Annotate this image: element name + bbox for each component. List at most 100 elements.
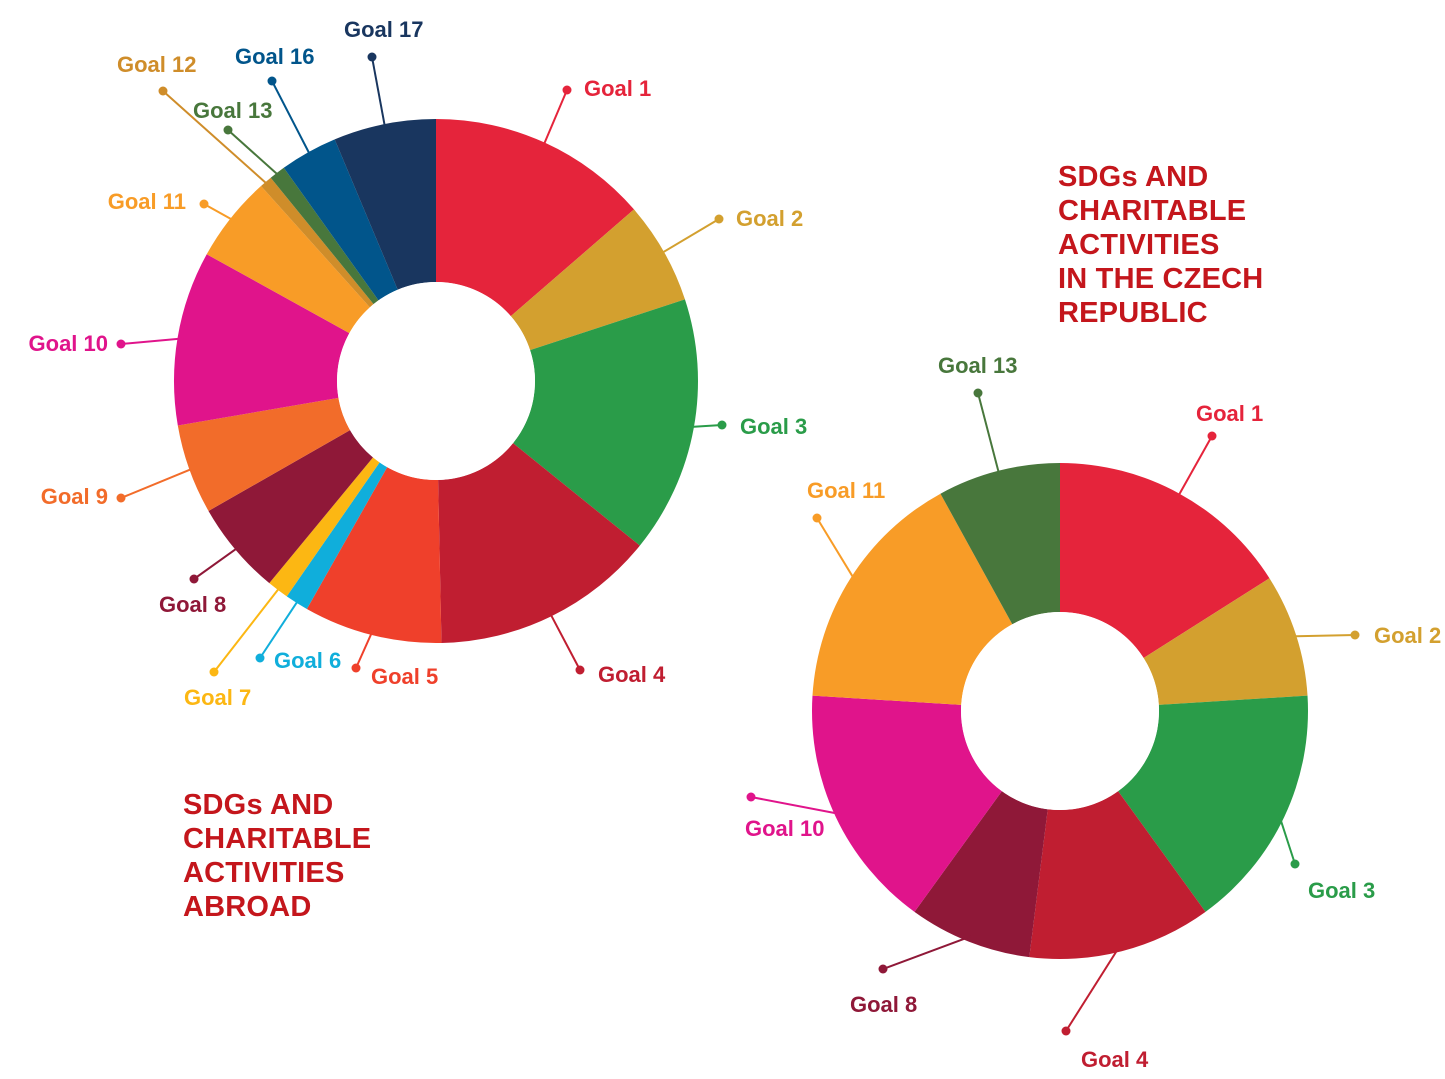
- slice-goal-12: [261, 177, 374, 308]
- leader-dot-goal-2: [1350, 630, 1360, 640]
- slice-label-goal-16: Goal 16: [235, 44, 314, 69]
- leader-line-goal-8: [882, 935, 972, 970]
- leader-line-goal-6: [259, 597, 301, 659]
- leader-line-goal-10: [750, 796, 842, 816]
- donut-chart-czech-republic: Goal 1 Goal 2 Goal 3 Goal 4 Goal 8 Goal 10 Goa…: [745, 353, 1441, 1072]
- title-line: ACTIVITIES: [183, 857, 345, 889]
- slice-goal-13: [940, 463, 1060, 625]
- slice-label-goal-4: Goal 4: [1081, 1047, 1149, 1072]
- chart-title-abroad: SDGs AND CHARITABLE ACTIVITIES ABROAD: [183, 788, 371, 924]
- slice-goal-6: [286, 462, 388, 609]
- leader-dot-goal-8: [878, 964, 888, 974]
- slice-goal-4: [1029, 791, 1206, 959]
- leader-dot-goal-16: [267, 76, 277, 86]
- donut-chart-abroad: Goal 1 Goal 2 Goal 3 Goal 4 Goal 5 Goal 6 Goal…: [29, 17, 808, 710]
- chart-title-czech-republic: SDGs AND CHARITABLE ACTIVITIES IN THE CZ…: [1058, 160, 1263, 330]
- slice-goal-9: [177, 397, 351, 511]
- leader-line-goal-2: [658, 218, 720, 256]
- slice-goal-3: [513, 299, 698, 546]
- leader-dot-goal-10: [116, 339, 126, 349]
- slice-goal-17: [334, 119, 436, 290]
- leader-line-goal-12: [162, 90, 271, 188]
- leader-line-goal-2: [1290, 634, 1356, 638]
- leader-dot-goal-11: [199, 199, 209, 209]
- slice-label-goal-7: Goal 7: [184, 685, 251, 710]
- slice-goal-4: [438, 443, 640, 643]
- slice-label-goal-2: Goal 2: [736, 206, 803, 231]
- slice-goal-1: [1060, 463, 1270, 658]
- leader-line-goal-11: [203, 203, 237, 223]
- leader-dot-goal-9: [116, 493, 126, 503]
- leader-line-goal-13: [977, 392, 1001, 477]
- title-line: SDGs AND: [1058, 161, 1209, 193]
- slice-goal-2: [1143, 578, 1308, 705]
- leader-line-goal-3: [1277, 813, 1296, 865]
- leader-dot-goal-6: [255, 653, 265, 663]
- leader-line-goal-11: [816, 517, 857, 582]
- leader-dot-goal-2: [714, 214, 724, 224]
- leader-dot-goal-12: [158, 86, 168, 96]
- leader-line-goal-9: [120, 466, 196, 499]
- slice-goal-11: [812, 493, 1013, 705]
- leader-line-goal-10: [120, 337, 184, 345]
- slice-label-goal-13: Goal 13: [193, 98, 272, 123]
- slice-goal-8: [914, 791, 1048, 958]
- slice-label-goal-8: Goal 8: [159, 592, 226, 617]
- slice-goal-7: [269, 457, 380, 597]
- leader-dot-goal-1: [562, 85, 572, 95]
- leader-dot-goal-10: [746, 792, 756, 802]
- leader-dot-goal-3: [717, 420, 727, 430]
- leader-dot-goal-3: [1290, 859, 1300, 869]
- leader-dot-goal-13: [973, 388, 983, 398]
- leader-line-goal-3: [687, 424, 723, 429]
- leader-line-goal-4: [547, 610, 581, 671]
- leader-line-goal-4: [1065, 944, 1122, 1032]
- slice-label-goal-3: Goal 3: [1308, 878, 1375, 903]
- slice-goal-11: [206, 186, 370, 334]
- title-line: REPUBLIC: [1058, 297, 1208, 329]
- slice-label-goal-13: Goal 13: [938, 353, 1017, 378]
- leader-dot-goal-11: [812, 513, 822, 523]
- leader-line-goal-1: [1175, 435, 1213, 500]
- leader-dot-goal-4: [1061, 1026, 1071, 1036]
- slice-goal-1: [436, 119, 635, 317]
- slice-label-goal-10: Goal 10: [745, 816, 824, 841]
- slice-label-goal-3: Goal 3: [740, 414, 807, 439]
- leader-line-goal-1: [541, 89, 568, 149]
- leader-dot-goal-5: [351, 663, 361, 673]
- leader-dot-goal-7: [209, 667, 219, 677]
- leader-line-goal-5: [355, 628, 375, 669]
- title-line: CHARITABLE: [1058, 195, 1247, 227]
- slice-label-goal-1: Goal 1: [584, 76, 651, 101]
- title-line: SDGs AND: [183, 789, 334, 821]
- slice-label-goal-12: Goal 12: [117, 52, 196, 77]
- slice-goal-3: [1118, 695, 1308, 912]
- slice-goal-10: [812, 695, 1002, 912]
- leader-line-goal-16: [271, 80, 313, 158]
- leader-line-goal-8: [193, 545, 241, 580]
- leader-dot-goal-4: [575, 665, 585, 675]
- leader-line-goal-13: [227, 129, 282, 179]
- slice-label-goal-8: Goal 8: [850, 992, 917, 1017]
- title-line: ACTIVITIES: [1058, 229, 1220, 261]
- slice-label-goal-1: Goal 1: [1196, 401, 1263, 426]
- leader-dot-goal-8: [189, 574, 199, 584]
- leader-dot-goal-13: [223, 125, 233, 135]
- slice-goal-2: [510, 209, 685, 351]
- leader-line-goal-17: [371, 56, 387, 131]
- slice-goal-13: [270, 167, 379, 305]
- title-line: CHARITABLE: [183, 823, 372, 855]
- slice-label-goal-17: Goal 17: [344, 17, 423, 42]
- slice-label-goal-10: Goal 10: [29, 331, 108, 356]
- slice-label-goal-2: Goal 2: [1374, 623, 1441, 648]
- slice-goal-5: [306, 467, 442, 643]
- donut-hole: [961, 612, 1159, 810]
- slice-goal-16: [283, 139, 398, 301]
- slice-label-goal-11: Goal 11: [108, 189, 186, 214]
- title-line: IN THE CZECH: [1058, 263, 1264, 295]
- title-line: ABROAD: [183, 891, 312, 923]
- leader-line-goal-7: [213, 584, 283, 673]
- slice-goal-8: [208, 430, 374, 584]
- slice-label-goal-6: Goal 6: [274, 648, 341, 673]
